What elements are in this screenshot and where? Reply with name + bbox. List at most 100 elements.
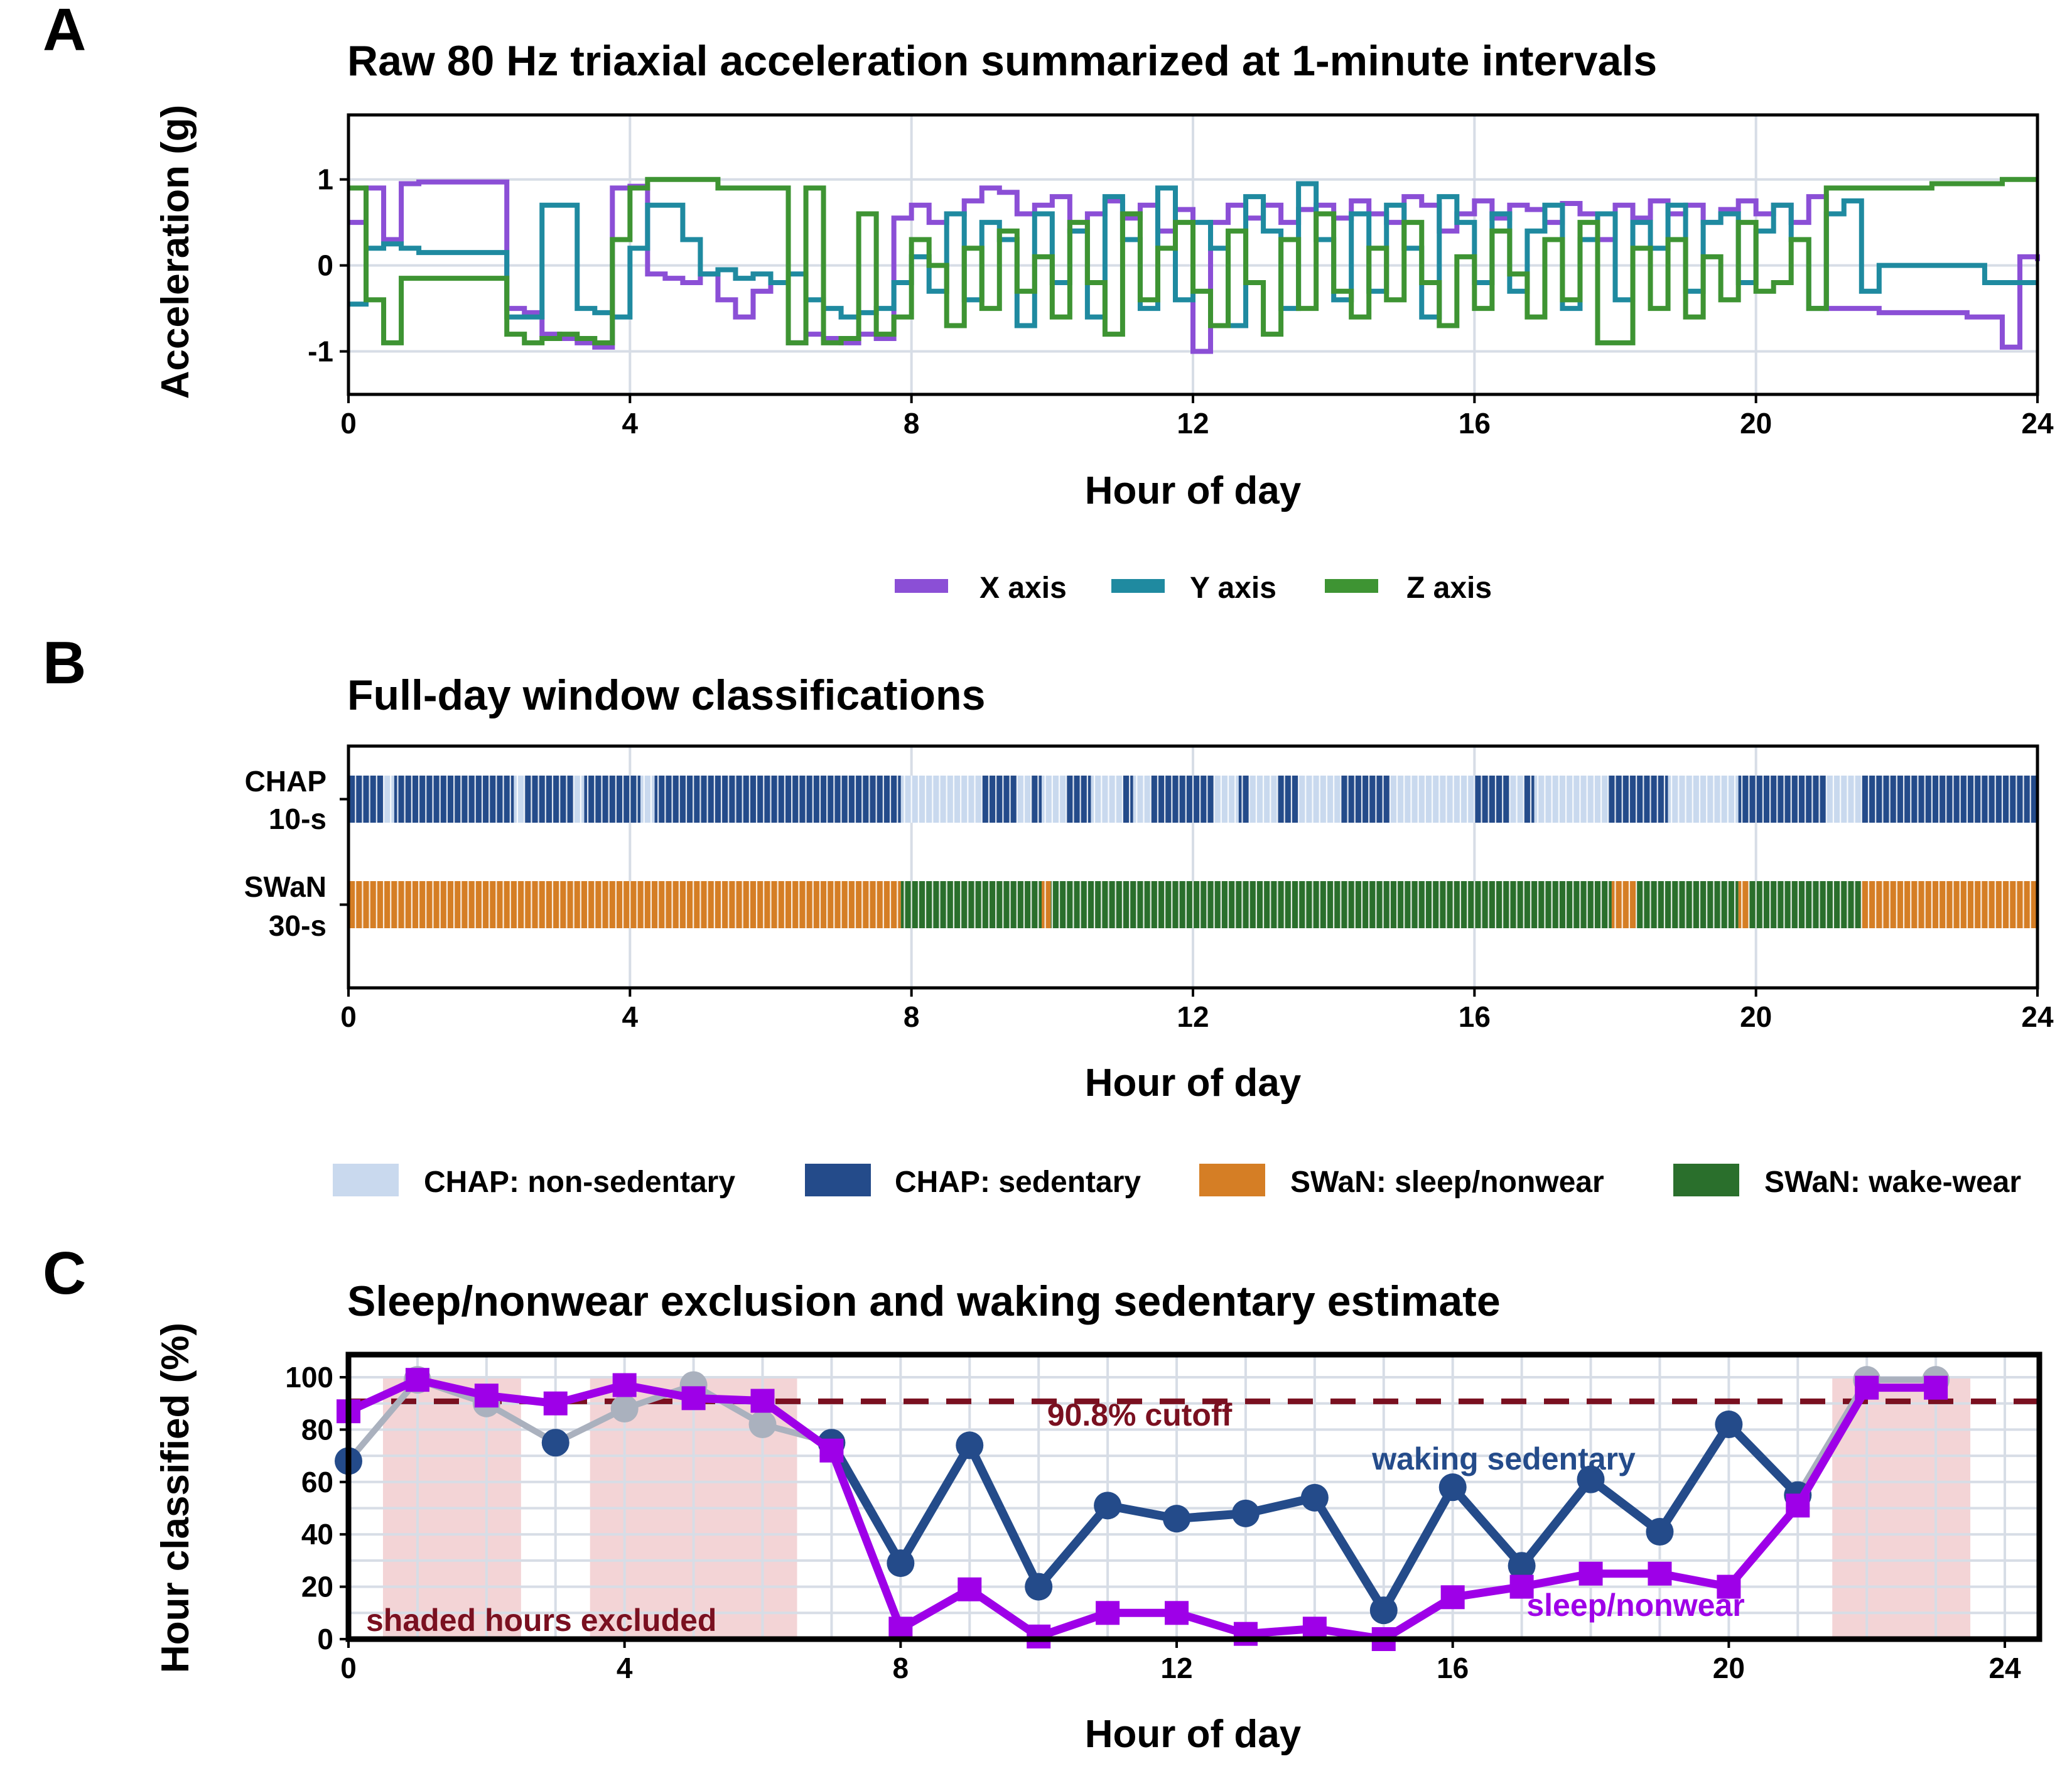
y-tick-label: 60: [301, 1466, 333, 1498]
panel-a-ylabel: Acceleration (g): [154, 105, 197, 399]
segment-chap-sedentary: [981, 776, 1017, 823]
legend-label: Z axis: [1406, 571, 1492, 605]
waking-sedentary-segment: [1448, 1483, 1526, 1571]
x-tick-label: 24: [2021, 407, 2054, 440]
segment-chap-sedentary: [1238, 776, 1249, 823]
x-tick-label: 16: [1459, 407, 1491, 440]
segment-chap-sedentary: [584, 776, 641, 823]
legend-swatch: [1325, 579, 1378, 593]
segment-swan-sleep-nonwear: [348, 881, 901, 928]
x-tick-label: 16: [1437, 1652, 1469, 1684]
segment-chap-non-sedentary: [514, 776, 525, 823]
legend-swatch: [805, 1164, 871, 1196]
x-tick-label: 8: [893, 1652, 909, 1684]
x-tick-label: 0: [340, 1000, 357, 1033]
sleep-nonwear-point: [1924, 1375, 1948, 1400]
waking-sedentary-segment: [1379, 1483, 1457, 1615]
segment-swan-sleep-nonwear: [1042, 881, 1051, 928]
segment-chap-sedentary: [1474, 776, 1510, 823]
panel-c: C Sleep/nonwear exclusion and waking sed…: [43, 1240, 2042, 1756]
x-tick-label: 4: [617, 1652, 633, 1684]
y-tick-label: 0: [317, 249, 333, 282]
segment-chap-sedentary: [1523, 776, 1535, 823]
panel-c-frame: [345, 1351, 2042, 1642]
series-line-z-axis: [348, 176, 2037, 345]
panel-b-xlabel: Hour of day: [1085, 1061, 1302, 1105]
segment-chap-sedentary: [1150, 776, 1214, 823]
panel-a-title: Raw 80 Hz triaxial acceleration summariz…: [347, 37, 1657, 85]
waking-sedentary-point: [610, 1395, 639, 1423]
sleep-nonwear-point: [1648, 1561, 1672, 1586]
sleep-nonwear-label: sleep/nonwear: [1526, 1588, 1744, 1623]
waking-sedentary-point: [748, 1411, 777, 1439]
panel-b-legend: CHAP: non-sedentary CHAP: sedentary SWaN: …: [333, 1164, 2021, 1199]
cutoff-label: 90.8% cutoff: [1047, 1397, 1233, 1433]
segment-chap-sedentary: [1341, 776, 1390, 823]
legend-label: CHAP: non-sedentary: [424, 1166, 735, 1199]
waking-sedentary-point: [1508, 1552, 1536, 1580]
sleep-nonwear-point: [1096, 1601, 1120, 1625]
waking-sedentary-point: [541, 1429, 569, 1457]
y-tick-label: 40: [301, 1518, 333, 1551]
legend-swatch: [1673, 1164, 1739, 1196]
panel-c-xlabel: Hour of day: [1085, 1713, 1302, 1756]
waking-sedentary-segment: [896, 1441, 974, 1568]
y-tick-label: 1: [317, 163, 333, 196]
row-label-line1: SWaN: [244, 870, 326, 903]
segment-chap-non-sedentary: [1091, 776, 1123, 823]
segment-chap-non-sedentary: [573, 776, 585, 823]
x-tick-label: 12: [1177, 407, 1209, 440]
sleep-nonwear-point: [958, 1577, 982, 1601]
x-tick-label: 12: [1177, 1000, 1209, 1033]
panel-b-row-labels: CHAP 10-s SWaN 30-s: [244, 765, 348, 942]
x-tick-label: 24: [1988, 1652, 2021, 1684]
x-tick-label: 4: [622, 1000, 639, 1033]
waking-sedentary-point: [1231, 1499, 1260, 1527]
panel-b-title: Full-day window classifications: [347, 671, 985, 719]
waking-sedentary-segment: [1655, 1420, 1734, 1537]
waking-sedentary-segment: [1724, 1420, 1803, 1500]
panel-a-series: [348, 176, 2040, 354]
x-tick-label: 20: [1740, 407, 1772, 440]
segment-chap-sedentary: [1861, 776, 2037, 823]
panel-a-y-ticks: -1 0 1: [308, 163, 348, 368]
legend-label: SWaN: sleep/nonwear: [1290, 1166, 1604, 1199]
panel-c-title: Sleep/nonwear exclusion and waking seden…: [347, 1277, 1501, 1325]
segment-chap-sedentary: [1608, 776, 1668, 823]
legend-label: SWaN: wake-wear: [1764, 1166, 2021, 1199]
panel-c-y-ticks: 0 20 40 60 80 100: [285, 1361, 348, 1655]
legend-swatch: [1111, 579, 1165, 593]
row-label-line1: CHAP: [245, 765, 326, 798]
segment-chap-sedentary: [348, 776, 384, 823]
waking-sedentary-point: [1369, 1596, 1398, 1625]
segment-chap-non-sedentary: [1826, 776, 1862, 823]
segment-chap-sedentary: [1277, 776, 1299, 823]
waking-sedentary-segment: [827, 1438, 905, 1568]
shaded-hours-label: shaded hours excluded: [366, 1603, 716, 1638]
panel-c-cutoff: 90.8% cutoff: [348, 1397, 2039, 1433]
panel-letter-c: C: [43, 1240, 86, 1307]
waking-sedentary-point: [1163, 1505, 1191, 1533]
segment-chap-non-sedentary: [1534, 776, 1609, 823]
sleep-nonwear-point: [750, 1389, 775, 1413]
x-tick-label: 16: [1459, 1000, 1491, 1033]
waking-sedentary-point: [1577, 1465, 1605, 1493]
segment-chap-sedentary: [1031, 776, 1042, 823]
panel-b: B Full-day window classifications CHAP 10…: [43, 629, 2054, 1199]
segment-chap-sedentary: [1738, 776, 1826, 823]
sleep-nonwear-point: [1509, 1574, 1534, 1599]
segment-chap-non-sedentary: [1133, 776, 1151, 823]
sleep-nonwear-point: [612, 1373, 637, 1397]
row-label-line2: 10-s: [269, 803, 326, 835]
legend-swatch: [1199, 1164, 1265, 1196]
legend-swatch: [333, 1164, 399, 1196]
segment-chap-non-sedentary: [1668, 776, 1739, 823]
legend-label: X axis: [979, 571, 1067, 605]
waking-sedentary-segment: [1586, 1475, 1665, 1537]
waking-sedentary-segment: [1034, 1501, 1113, 1591]
x-tick-label: 8: [904, 1000, 920, 1033]
sleep-nonwear-point: [1578, 1561, 1603, 1586]
panel-a-legend: X axis Y axis Z axis: [895, 571, 1492, 605]
waking-sedentary-point: [1646, 1518, 1674, 1546]
